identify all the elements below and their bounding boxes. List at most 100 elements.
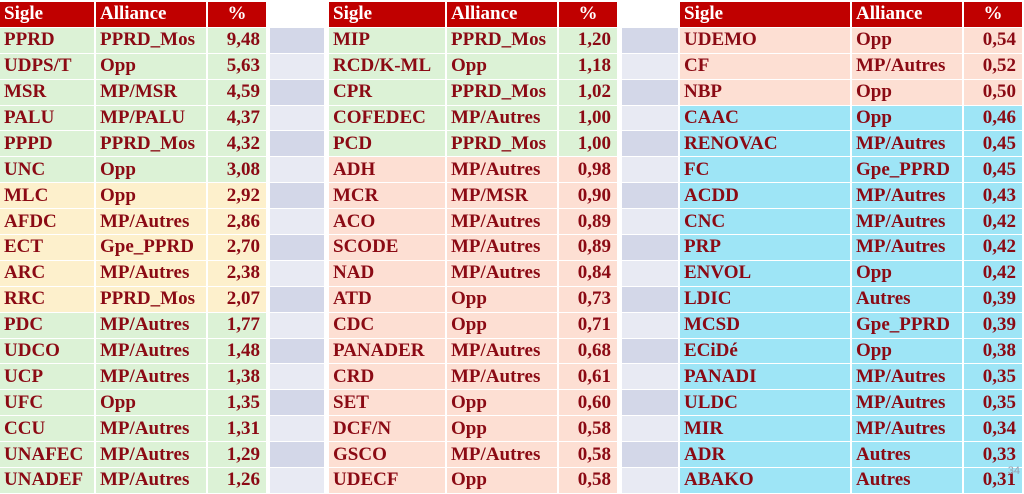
table-row: ECiDé Opp 0,38	[680, 338, 1024, 365]
party-alliance: MP/Autres	[447, 157, 559, 184]
header-percent: %	[208, 2, 268, 28]
party-alliance: MP/Autres	[96, 468, 208, 494]
spacer-cell	[270, 416, 324, 443]
header-row: Sigle Alliance%	[680, 2, 1024, 28]
party-alliance: MP/Autres	[447, 338, 559, 365]
party-sigle: AFDC	[0, 209, 96, 236]
party-sigle: RCD/K-ML	[329, 53, 447, 80]
party-percent: 0,52	[964, 53, 1024, 80]
party-alliance: PPRD_Mos	[96, 131, 208, 158]
party-alliance: Opp	[447, 416, 559, 443]
table-row: RRC PPRD_Mos 2,07	[0, 286, 268, 313]
party-sigle: RRC	[0, 286, 96, 313]
table-row: CRD MP/Autres 0,61	[329, 364, 619, 391]
spacer-cell	[622, 79, 678, 106]
spacer-cell	[622, 105, 678, 132]
table-row: UDEMO Opp 0,54	[680, 27, 1024, 54]
party-sigle: CDC	[329, 312, 447, 339]
table-row: MIR MP/Autres 0,34	[680, 416, 1024, 443]
table-row: CAAC Opp 0,46	[680, 105, 1024, 132]
party-alliance: MP/Autres	[447, 209, 559, 236]
table-row: PPPD PPRD_Mos 4,32	[0, 131, 268, 158]
party-sigle: PANADER	[329, 338, 447, 365]
party-alliance: MP/Autres	[447, 235, 559, 261]
party-percent: 0,38	[964, 338, 1024, 365]
table-row: SET Opp 0,60	[329, 390, 619, 417]
party-percent: 2,86	[208, 209, 268, 236]
party-percent: 0,39	[964, 312, 1024, 339]
party-table-2: Sigle Alliance% MIP PPRD_Mos 1,20 RCD/K-ML Opp…	[329, 2, 619, 494]
party-alliance: PPRD_Mos	[447, 27, 559, 54]
table-row: ARC MP/Autres 2,38	[0, 260, 268, 287]
party-percent: 0,35	[964, 390, 1024, 417]
table-row: ADR Autres 0,33	[680, 442, 1024, 469]
party-sigle: CNC	[680, 209, 852, 236]
table-row: ACDD MP/Autres 0,43	[680, 183, 1024, 210]
spacer-cell	[622, 131, 678, 158]
header-row: Sigle Alliance%	[0, 2, 268, 28]
party-percent: 0,61	[559, 364, 619, 391]
party-sigle: MCSD	[680, 312, 852, 339]
spacer-cell	[622, 416, 678, 443]
spacer-cell	[270, 286, 324, 313]
spacer-cell	[622, 27, 678, 54]
table-row: PALU MP/PALU 4,37	[0, 105, 268, 132]
party-percent: 0,89	[559, 209, 619, 236]
party-alliance: MP/Autres	[852, 364, 964, 391]
party-alliance: Gpe_PPRD	[852, 157, 964, 184]
party-sigle: LDIC	[680, 286, 852, 313]
party-sigle: UFC	[0, 390, 96, 417]
party-percent: 1,31	[208, 416, 268, 443]
party-sigle: UDECF	[329, 468, 447, 494]
table-row: NBP Opp 0,50	[680, 79, 1024, 106]
party-percent: 2,70	[208, 235, 268, 261]
spacer-cell	[622, 468, 678, 494]
party-sigle: ATD	[329, 286, 447, 313]
table-row: ADH MP/Autres 0,98	[329, 157, 619, 184]
spacer-cell	[622, 442, 678, 469]
table-row: UDPS/T Opp 5,63	[0, 53, 268, 80]
table-row: UDECF Opp 0,58	[329, 468, 619, 494]
table-row: CPR PPRD_Mos 1,02	[329, 79, 619, 106]
table-row: ECT Gpe_PPRD 2,70	[0, 235, 268, 261]
party-sigle: CAAC	[680, 105, 852, 132]
party-sigle: MLC	[0, 183, 96, 210]
party-alliance: Opp	[447, 312, 559, 339]
party-percent: 0,35	[964, 364, 1024, 391]
party-alliance: MP/Autres	[96, 260, 208, 287]
party-sigle: PCD	[329, 131, 447, 158]
table-row: CNC MP/Autres 0,42	[680, 209, 1024, 236]
party-sigle: ENVOL	[680, 260, 852, 287]
party-sigle: PRP	[680, 235, 852, 261]
table-row: ABAKO Autres 0,31	[680, 468, 1024, 494]
spacer-cell	[270, 468, 324, 494]
party-percent: 0,60	[559, 390, 619, 417]
party-alliance: MP/MSR	[447, 183, 559, 210]
table-row: SCODE MP/Autres 0,89	[329, 235, 619, 261]
party-alliance: PPRD_Mos	[447, 79, 559, 106]
table-row: DCF/N Opp 0,58	[329, 416, 619, 443]
party-alliance: Autres	[852, 442, 964, 469]
table-row: CCU MP/Autres 1,31	[0, 416, 268, 443]
party-alliance: MP/Autres	[96, 338, 208, 365]
table-row: LDIC Autres 0,39	[680, 286, 1024, 313]
spacer-cell	[622, 338, 678, 365]
party-sigle: ABAKO	[680, 468, 852, 494]
party-alliance: Gpe_PPRD	[96, 235, 208, 261]
party-alliance: Opp	[96, 157, 208, 184]
spacer-cell	[622, 364, 678, 391]
spacer-cell	[270, 442, 324, 469]
party-sigle: ECiDé	[680, 338, 852, 365]
spacer-cell	[622, 209, 678, 236]
party-alliance: MP/Autres	[852, 416, 964, 443]
table-row: RCD/K-ML Opp 1,18	[329, 53, 619, 80]
party-alliance: Opp	[852, 27, 964, 54]
party-percent: 0,45	[964, 131, 1024, 158]
party-alliance: MP/Autres	[447, 364, 559, 391]
header-row: Sigle Alliance%	[329, 2, 619, 28]
party-sigle: PPRD	[0, 27, 96, 54]
party-alliance: MP/PALU	[96, 105, 208, 132]
party-percent: 1,35	[208, 390, 268, 417]
party-sigle: ACDD	[680, 183, 852, 210]
party-alliance: MP/Autres	[852, 235, 964, 261]
